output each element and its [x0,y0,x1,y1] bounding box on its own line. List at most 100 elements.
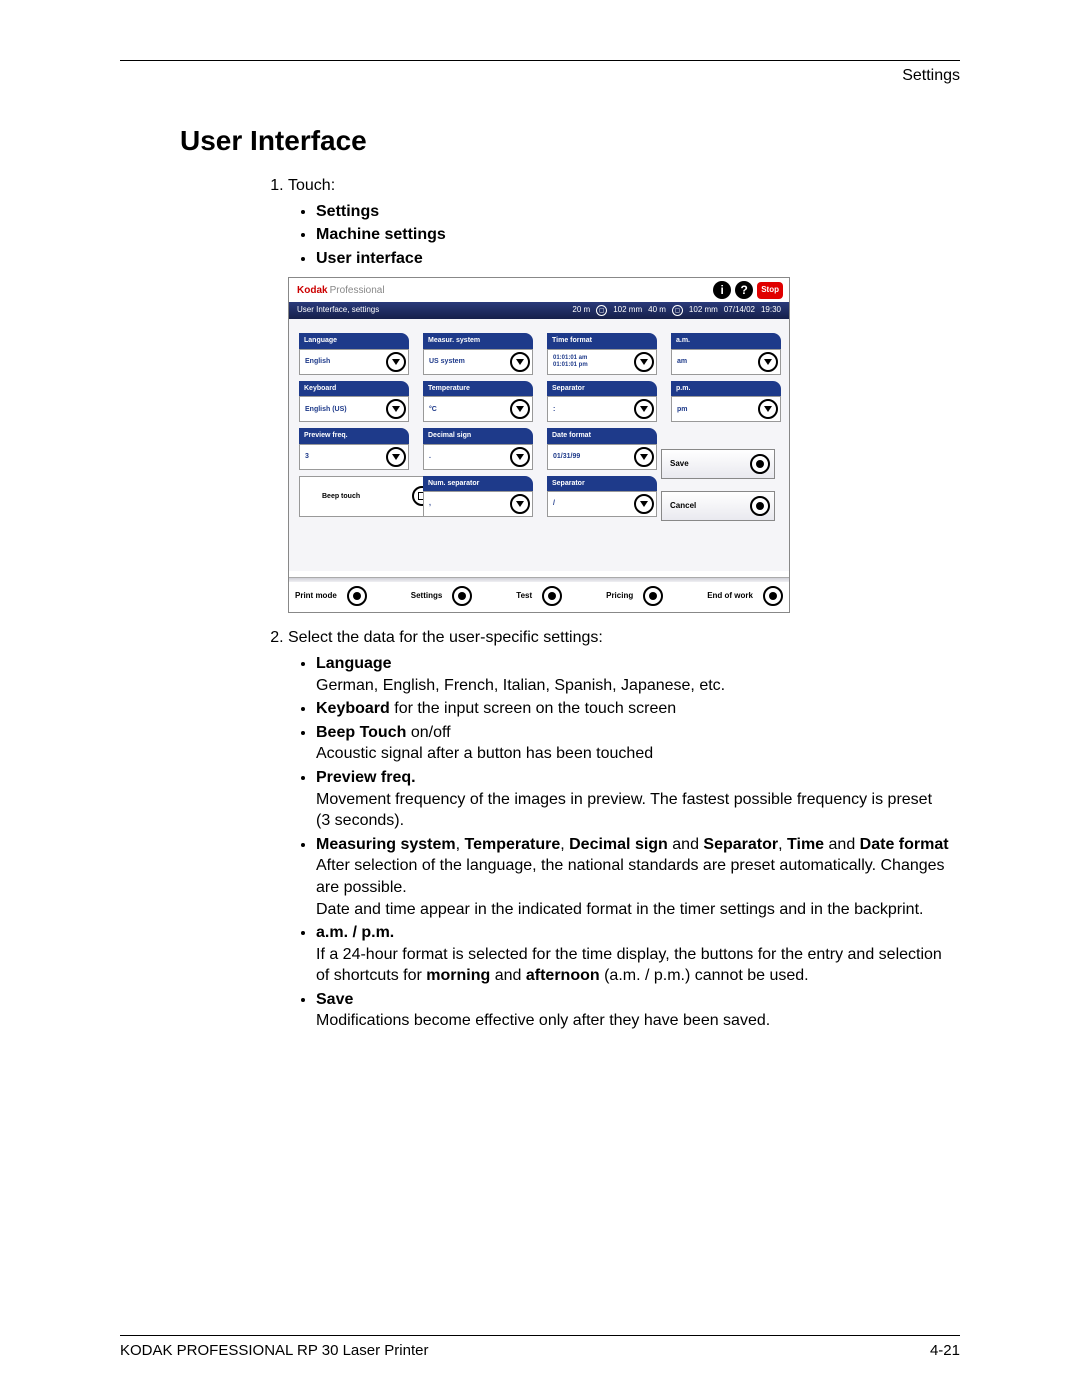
status-length-a: 20 m [572,305,590,316]
field-label: Keyboard [299,381,409,396]
step-2-lead: Select the data for the user-specific se… [288,629,603,646]
field-value: pm [677,405,688,414]
beep-touch-toggle[interactable]: Beep touch [299,476,437,517]
field-value: English [305,357,330,366]
dropdown-icon[interactable] [758,399,778,419]
status-length-b: 40 m [648,305,666,316]
item-keyboard: Keyboard for the input screen on the tou… [316,698,950,720]
dropdown-icon[interactable] [510,399,530,419]
beep-label: Beep touch [322,492,360,501]
field-value: : [553,405,555,414]
field-keyboard[interactable]: Keyboard English (US) [299,381,409,422]
field-value: 3 [305,452,309,461]
action-icon [750,496,770,516]
footer-page-number: 4-21 [930,1342,960,1359]
field-pm[interactable]: p.m. pm [671,381,781,422]
field-label: a.m. [671,333,781,348]
status-time: 19:30 [761,305,781,316]
field-value: English (US) [305,405,347,414]
field-preview-freq[interactable]: Preview freq. 3 [299,428,409,469]
item-preview-freq: Preview freq. Movement frequency of the … [316,767,950,832]
roll-icon: ▢ [672,305,683,316]
step-1-lead: Touch: [288,177,335,194]
ui-screenshot-panel: KodakProfessional i ? Stop User Interfac… [288,277,790,613]
dropdown-icon[interactable] [634,494,654,514]
dropdown-icon[interactable] [510,494,530,514]
brand-professional: Professional [330,285,385,296]
field-value: 01:01:01 am [553,355,587,361]
breadcrumb-text: User Interface, settings [297,305,379,316]
field-temperature[interactable]: Temperature °C [423,381,533,422]
field-label: Separator [547,476,657,491]
item-language: Language German, English, French, Italia… [316,653,950,696]
field-am[interactable]: a.m. am [671,333,781,374]
field-label: Temperature [423,381,533,396]
field-label: Time format [547,333,657,348]
save-label: Save [670,459,689,470]
step-2: Select the data for the user-specific se… [288,627,950,1032]
cancel-label: Cancel [670,501,696,512]
field-separator-time[interactable]: Separator : [547,381,657,422]
ui-footer-bar: Print mode Settings Test Pricing End of … [289,582,789,612]
help-icon[interactable]: ? [735,281,753,299]
field-label: Num. separator [423,476,533,491]
page-footer: KODAK PROFESSIONAL RP 30 Laser Printer 4… [120,1335,960,1359]
nav-print-mode[interactable]: Print mode [295,586,367,606]
info-icon[interactable]: i [713,281,731,299]
nav-end-of-work[interactable]: End of work [707,586,783,606]
field-language[interactable]: Language English [299,333,409,374]
field-date-format[interactable]: Date format 01/31/99 [547,428,657,469]
section-title: User Interface [180,125,960,157]
field-time-format[interactable]: Time format 01:01:01 am01:01:01 pm [547,333,657,374]
ui-topbar: KodakProfessional i ? Stop [289,278,789,302]
action-icon [750,454,770,474]
field-label: Decimal sign [423,428,533,443]
field-label: p.m. [671,381,781,396]
dropdown-icon[interactable] [634,399,654,419]
item-save: Save Modifications become effective only… [316,989,950,1032]
item-beep-touch: Beep Touch on/off Acoustic signal after … [316,722,950,765]
field-value: 01:01:01 pm [553,362,588,368]
field-label: Separator [547,381,657,396]
field-value: 01/31/99 [553,452,580,461]
field-label: Language [299,333,409,348]
field-num-separator[interactable]: Num. separator , [423,476,533,517]
field-value: . [429,452,431,461]
brand-kodak: Kodak [297,285,328,296]
field-value: , [429,499,431,508]
top-rule [120,60,960,61]
field-value: am [677,357,687,366]
field-label: Measur. system [423,333,533,348]
dropdown-icon[interactable] [510,352,530,372]
dropdown-icon[interactable] [634,352,654,372]
dropdown-icon[interactable] [510,447,530,467]
field-label: Date format [547,428,657,443]
nav-settings[interactable]: Settings [411,586,473,606]
step-1: Touch: Settings Machine settings User in… [288,175,950,613]
save-button[interactable]: Save [661,449,775,479]
nav-pricing[interactable]: Pricing [606,586,663,606]
dropdown-icon[interactable] [386,399,406,419]
roll-icon: ▢ [596,305,607,316]
field-decimal-sign[interactable]: Decimal sign . [423,428,533,469]
dropdown-icon[interactable] [758,352,778,372]
dropdown-icon[interactable] [386,447,406,467]
field-measur-system[interactable]: Measur. system US system [423,333,533,374]
field-separator-date[interactable]: Separator / [547,476,657,517]
ui-breadcrumb-bar: User Interface, settings 20 m ▢ 102 mm 4… [289,302,789,319]
dropdown-icon[interactable] [634,447,654,467]
field-label: Preview freq. [299,428,409,443]
status-width-b: 102 mm [689,305,718,316]
touch-item-settings: Settings [316,201,950,223]
dropdown-icon[interactable] [386,352,406,372]
field-value: °C [429,405,437,414]
field-value: US system [429,357,465,366]
item-ampm: a.m. / p.m. If a 24-hour format is selec… [316,922,950,987]
touch-item-machine-settings: Machine settings [316,224,950,246]
stop-button[interactable]: Stop [757,282,783,299]
cancel-button[interactable]: Cancel [661,491,775,521]
running-header: Settings [120,67,960,85]
nav-test[interactable]: Test [516,586,562,606]
status-width-a: 102 mm [613,305,642,316]
status-date: 07/14/02 [724,305,755,316]
